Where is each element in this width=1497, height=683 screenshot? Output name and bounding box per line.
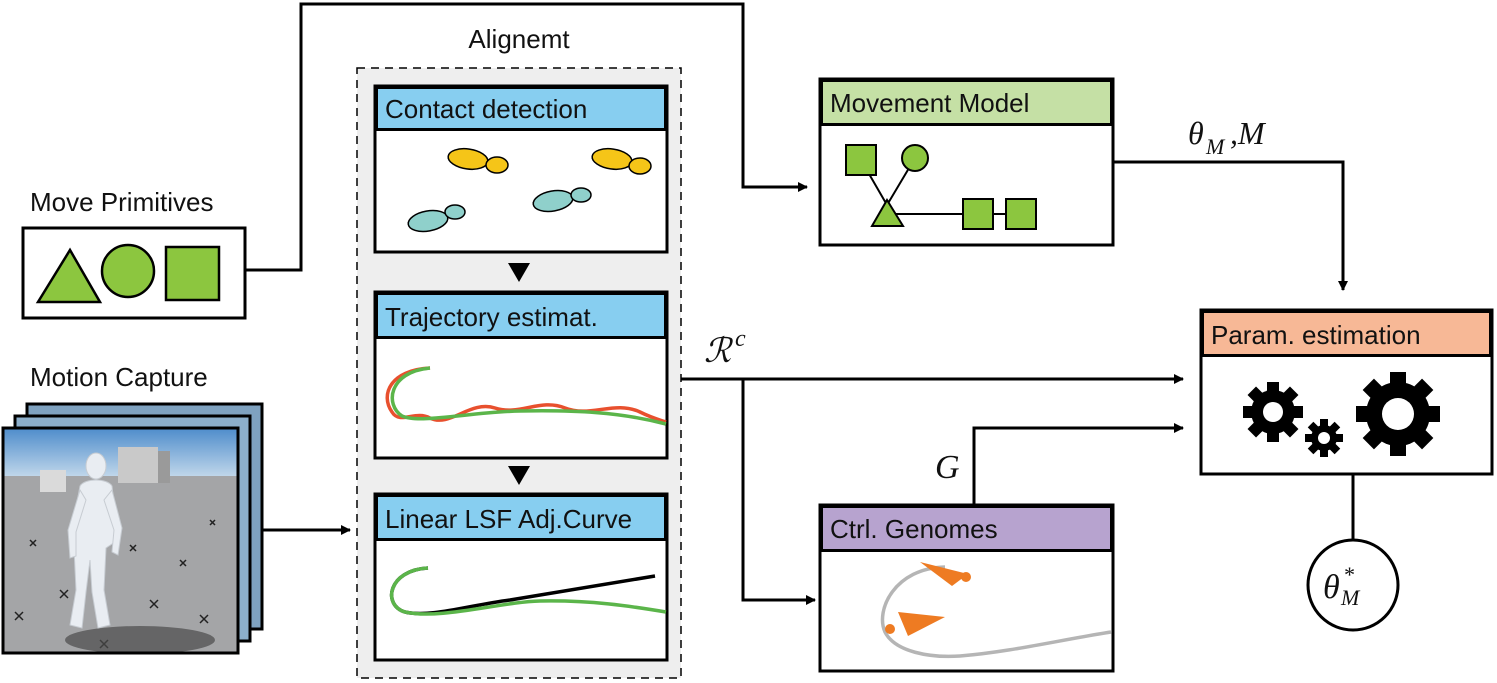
linear-lsf-box: Linear LSF Adj.Curve	[373, 492, 669, 662]
theta-star-node: θ * M	[1306, 538, 1400, 632]
theta-m-label: θ M ,M	[1188, 115, 1267, 159]
movement-model-label: Movement Model	[830, 88, 1029, 118]
contact-detection-box: Contact detection	[373, 84, 669, 254]
svg-text:θ: θ	[1188, 115, 1204, 151]
alignment-title: Alignemt	[468, 24, 570, 54]
trajectory-curve	[385, 366, 667, 424]
connector-primitives-to-model	[245, 2, 808, 272]
circle-icon	[100, 243, 156, 299]
square-icon	[164, 245, 221, 302]
svg-text:c: c	[735, 326, 746, 352]
rc-label: ℛ c	[704, 326, 746, 370]
connector-g-to-param	[972, 423, 1184, 505]
contact-detection-label: Contact detection	[385, 94, 587, 124]
movement-model-box: Movement Model	[818, 77, 1115, 247]
motion-capture-label: Motion Capture	[30, 362, 208, 392]
connector-rc-to-genomes	[741, 379, 816, 605]
param-estimation-box: Param. estimation	[1199, 308, 1494, 476]
ctrl-genomes-box: Ctrl. Genomes	[818, 503, 1115, 673]
down-arrow-icon	[508, 263, 530, 282]
theta-star-sup: *	[1343, 562, 1354, 587]
footprint-icon	[407, 147, 652, 233]
connector-model-to-param	[1113, 160, 1348, 291]
svg-text:M: M	[1205, 134, 1226, 159]
orange-arrow-icon	[898, 612, 945, 636]
graph-icon	[845, 144, 1037, 230]
orange-arrow-icon	[920, 562, 968, 586]
theta-star-sub: M	[1340, 585, 1361, 610]
move-primitives-box	[21, 226, 247, 320]
g-label: G	[935, 449, 960, 486]
ctrl-genomes-label: Ctrl. Genomes	[830, 514, 998, 544]
genome-path	[880, 565, 1112, 659]
fitted-curve	[389, 566, 667, 616]
trajectory-estimation-label: Trajectory estimat.	[385, 302, 598, 332]
down-arrow-icon	[508, 466, 530, 485]
linear-lsf-label: Linear LSF Adj.Curve	[385, 504, 632, 534]
param-estimation-label: Param. estimation	[1211, 320, 1421, 350]
move-primitives-label: Move Primitives	[30, 187, 213, 217]
motion-capture-frame	[1, 426, 240, 655]
triangle-icon	[35, 247, 103, 304]
svg-text:,M: ,M	[1230, 115, 1267, 151]
motion-capture-stack	[1, 402, 264, 655]
gears-icon	[1243, 372, 1440, 457]
svg-text:ℛ: ℛ	[704, 333, 734, 370]
fitted-curve	[390, 366, 667, 426]
theta-star-base: θ	[1323, 569, 1340, 606]
trajectory-estimation-box: Trajectory estimat.	[373, 290, 669, 460]
